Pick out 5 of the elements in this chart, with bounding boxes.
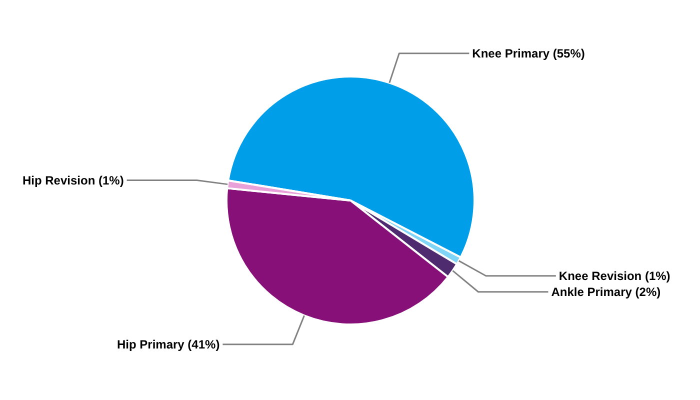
- slice-label: Knee Revision (1%): [558, 268, 670, 283]
- slice-label: Ankle Primary (2%): [551, 284, 661, 299]
- slice-label: Hip Primary (41%): [116, 337, 220, 352]
- slice-label: Knee Primary (55%): [472, 46, 585, 60]
- slice-label: Hip Revision (1%): [22, 173, 124, 188]
